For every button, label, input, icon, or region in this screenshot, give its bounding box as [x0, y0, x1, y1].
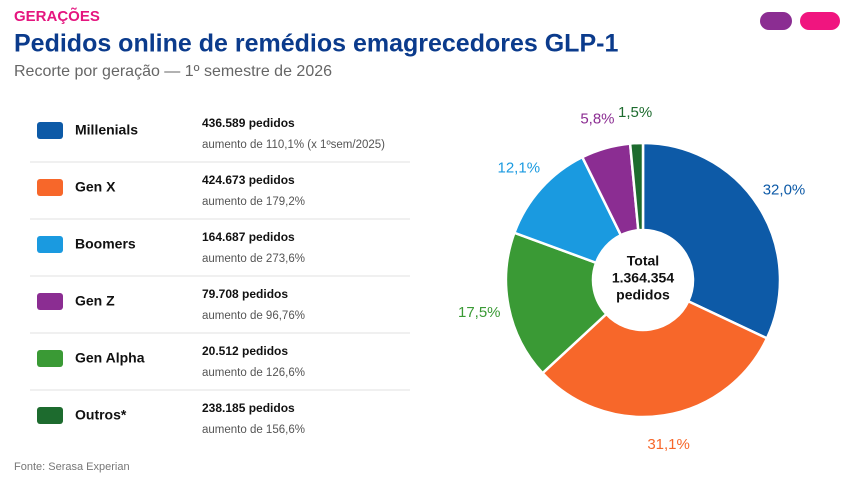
legend-orders: 436.589 pedidos [202, 116, 295, 130]
slice-label: 12,1% [498, 159, 541, 176]
legend-growth: aumento de 273,6% [202, 253, 305, 265]
decor-pill [800, 12, 840, 30]
legend-name: Gen Z [75, 293, 115, 309]
legend-growth: aumento de 179,2% [202, 196, 305, 208]
legend-orders: 164.687 pedidos [202, 230, 295, 244]
pie-slice [504, 231, 609, 375]
pie-slice [641, 141, 782, 340]
pie-slice [628, 141, 645, 232]
legend-orders: 79.708 pedidos [202, 287, 288, 301]
center-label: Total [627, 253, 659, 269]
legend-name: Outros* [75, 407, 127, 423]
slice-label: 5,8% [580, 110, 614, 127]
source: Fonte: Serasa Experian [14, 461, 130, 473]
decor-pill [760, 12, 792, 30]
pie-slice [540, 299, 769, 419]
legend-growth: aumento de 126,6% [202, 367, 305, 379]
slice-label: 1,5% [618, 104, 652, 121]
chart-title: Pedidos online de remédios emagrecedores… [14, 30, 618, 58]
donut-hole [594, 231, 692, 329]
legend-swatch [37, 350, 63, 367]
legend-growth: aumento de 96,76% [202, 310, 305, 322]
chart-subtitle: Recorte por geração — 1º semestre de 202… [14, 63, 332, 80]
legend-name: Gen X [75, 179, 116, 195]
legend-swatch [37, 236, 63, 253]
kicker: GERAÇÕES [14, 7, 100, 25]
slice-label: 17,5% [458, 304, 501, 321]
legend-swatch [37, 293, 63, 310]
slice-label: 31,1% [647, 436, 690, 453]
slice-label: 32,0% [763, 181, 806, 198]
legend-growth: aumento de 156,6% [202, 424, 305, 436]
legend-swatch [37, 179, 63, 196]
legend-name: Millenials [75, 122, 138, 138]
legend-growth: aumento de 110,1% (x 1ºsem/2025) [202, 139, 385, 151]
center-label: pedidos [616, 287, 670, 303]
legend-orders: 424.673 pedidos [202, 173, 295, 187]
legend-swatch [37, 122, 63, 139]
legend-name: Gen Alpha [75, 350, 145, 366]
center-label: 1.364.354 [612, 270, 674, 286]
legend-orders: 238.185 pedidos [202, 401, 295, 415]
legend-name: Boomers [75, 236, 136, 252]
legend-orders: 20.512 pedidos [202, 344, 288, 358]
legend-swatch [37, 407, 63, 424]
